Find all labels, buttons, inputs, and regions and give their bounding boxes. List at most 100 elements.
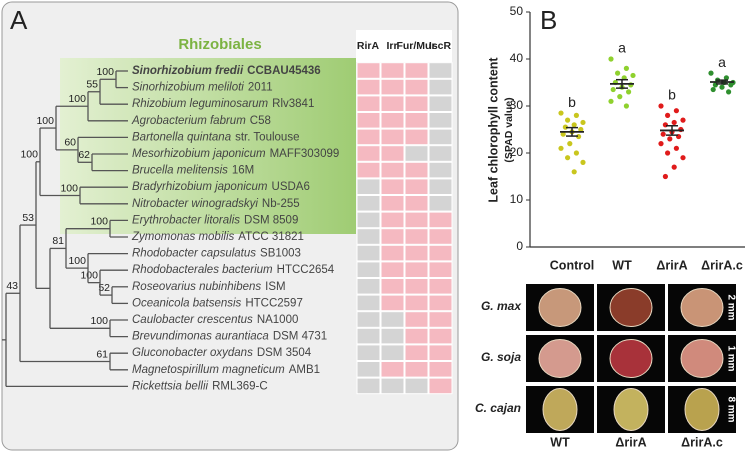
data-point: [578, 126, 584, 133]
row-label: C. cajan: [475, 401, 521, 415]
presence-cell: [428, 327, 453, 345]
clade-title: Rhizobiales: [178, 36, 261, 53]
presence-cell: [380, 178, 405, 195]
data-point: [608, 56, 614, 62]
strain: DSM 8509: [244, 214, 298, 226]
bootstrap: 60: [64, 137, 76, 149]
column-label: WT: [550, 435, 570, 449]
presence-cell: [404, 361, 429, 378]
presence-cell: [404, 211, 429, 229]
presence-cell: [428, 361, 453, 378]
species: Gluconobacter oxydans: [132, 347, 253, 359]
panel-label: B: [540, 5, 557, 35]
data-point: [573, 112, 580, 118]
presence-cell: [404, 195, 429, 212]
data-point: [712, 82, 719, 88]
presence-cell: [380, 145, 405, 162]
y-tick-label: 20: [510, 145, 524, 159]
data-point: [626, 89, 632, 95]
presence-cell: [428, 95, 453, 113]
data-point: [558, 145, 564, 151]
presence-cell: [380, 161, 405, 179]
data-point: [719, 84, 725, 90]
data-point: [571, 122, 577, 128]
presence-cell: [380, 327, 405, 345]
species: Mesorhizobium japonicum: [132, 148, 266, 160]
taxon-label: Magnetospirillum magneticum AMB1: [132, 364, 320, 376]
presence-cell: [404, 161, 429, 179]
data-point: [671, 119, 677, 126]
row-label: G. soja: [481, 350, 521, 364]
strain: RML369-C: [212, 380, 268, 392]
y-axis-label: Leaf chlorophyll content: [486, 57, 500, 203]
data-point: [580, 159, 586, 165]
bootstrap: 81: [52, 235, 64, 247]
data-point: [630, 72, 636, 79]
presence-cell: [380, 278, 405, 295]
data-point: [658, 103, 664, 109]
presence-cell: [380, 344, 405, 361]
presence-cell: [404, 95, 429, 113]
bootstrap: 53: [22, 212, 34, 224]
significance-letter: b: [668, 87, 676, 103]
taxon-label: Caulobacter crescentus NA1000: [132, 314, 298, 326]
data-point: [580, 119, 586, 126]
strain: SB1003: [260, 248, 301, 260]
data-point: [576, 133, 582, 140]
species: Bradyrhizobium japonicum: [132, 181, 268, 193]
x-tick-label: Control: [550, 258, 594, 272]
y-tick-label: 40: [510, 51, 524, 65]
clade-box: [60, 58, 356, 234]
presence-cell: [356, 62, 381, 79]
species: Oceanicola batsensis: [132, 297, 242, 309]
presence-cell: [380, 62, 405, 79]
bootstrap: 100: [36, 115, 54, 127]
presence-cell: [404, 228, 429, 245]
header-box: [356, 30, 452, 62]
nodule: [609, 288, 653, 327]
data-point: [560, 131, 566, 137]
presence-cell: [356, 344, 381, 361]
nodule: [680, 339, 724, 378]
strain: DSM 4731: [273, 331, 327, 343]
y-tick-label: 30: [510, 98, 524, 112]
presence-cell: [356, 178, 381, 195]
presence-cell: [356, 361, 381, 378]
bootstrap: 100: [90, 215, 108, 227]
data-point: [615, 70, 621, 76]
strain: Rlv3841: [272, 98, 314, 110]
data-point: [708, 70, 714, 76]
data-point: [662, 122, 669, 128]
presence-cell: [428, 244, 453, 262]
bootstrap: 61: [96, 348, 108, 360]
taxon-label: Roseovarius nubinhibens ISM: [132, 281, 286, 293]
species: Rhodobacterales bacterium: [132, 264, 273, 276]
panel-label: A: [10, 5, 28, 35]
presence-cell: [380, 228, 405, 245]
presence-cell: [380, 294, 405, 312]
taxon-label: Rhizobium leguminosarum Rlv3841: [132, 98, 314, 110]
data-point: [671, 164, 677, 170]
presence-cell: [380, 195, 405, 212]
species: Caulobacter crescentus: [132, 314, 253, 326]
presence-cell: [356, 311, 381, 328]
data-point: [623, 103, 630, 109]
presence-cell: [428, 62, 453, 79]
presence-cell: [404, 311, 429, 328]
column-header: Fur/Mur: [396, 40, 435, 52]
taxon-label: Oceanicola batsensis HTCC2597: [132, 297, 303, 309]
data-point: [673, 145, 680, 151]
nodule: [613, 388, 649, 431]
data-point: [558, 110, 564, 116]
presence-cell: [380, 112, 405, 129]
data-point: [723, 75, 730, 81]
strain: DSM 3504: [257, 347, 312, 359]
presence-cell: [428, 195, 453, 212]
bootstrap: 62: [78, 149, 90, 161]
presence-cell: [404, 62, 429, 79]
data-point: [673, 108, 680, 114]
species: Nitrobacter winogradskyi: [132, 198, 258, 210]
presence-cell: [428, 261, 453, 278]
